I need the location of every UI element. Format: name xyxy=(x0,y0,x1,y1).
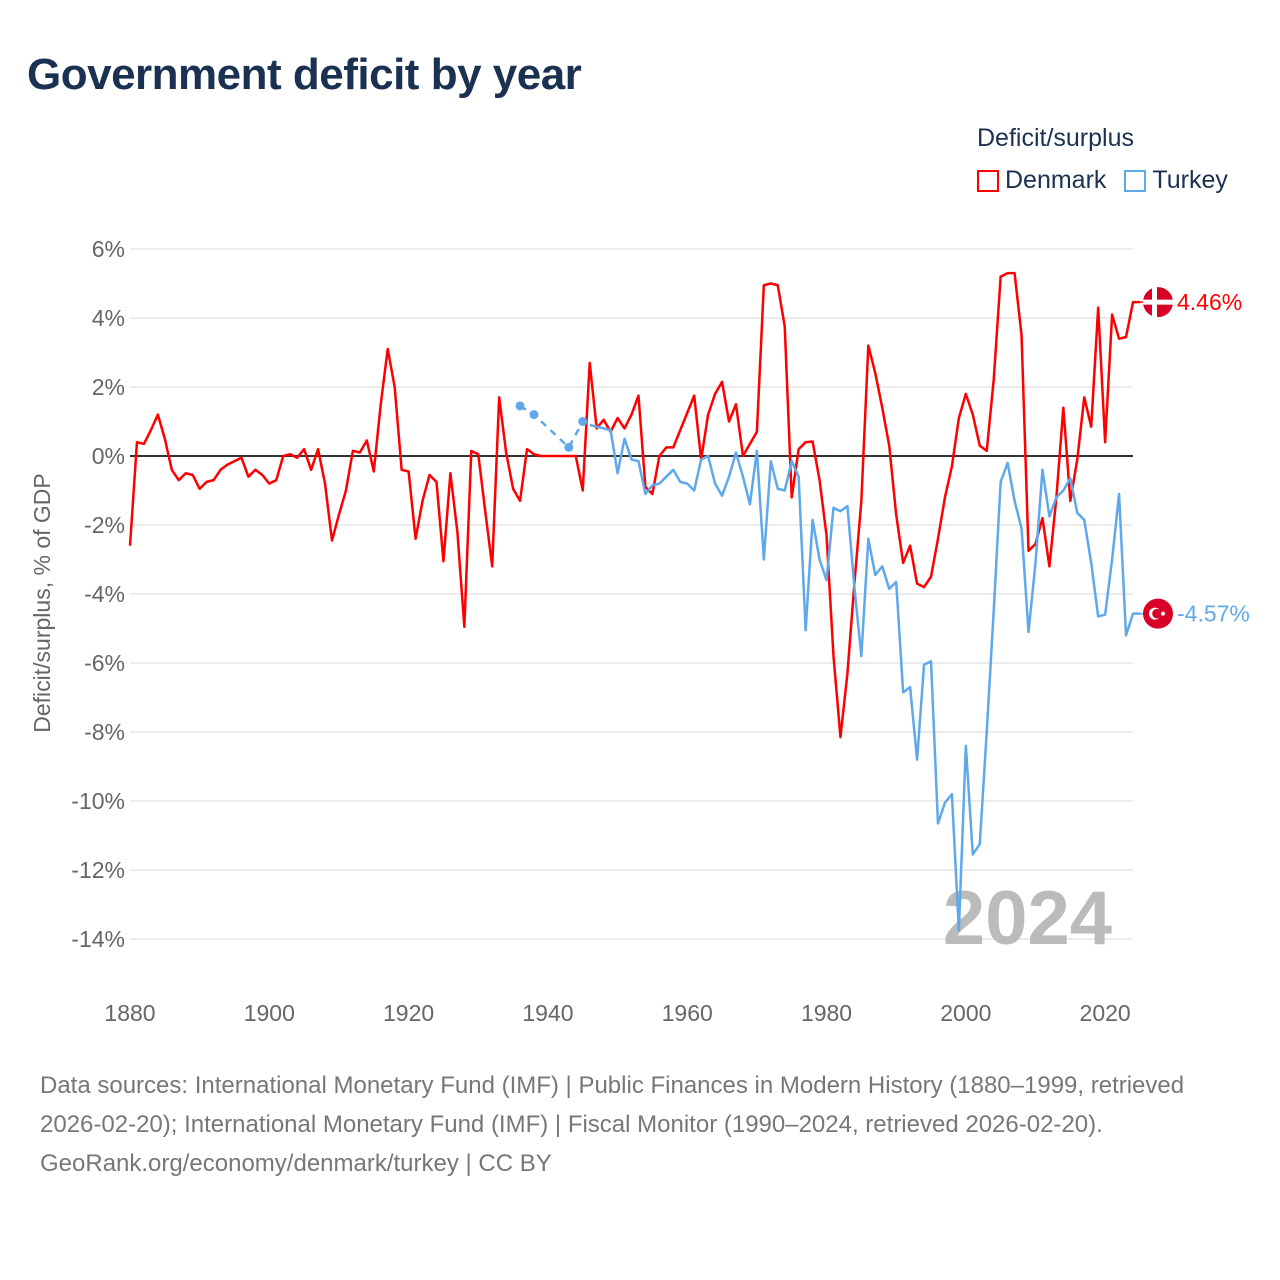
y-tick-label: 4% xyxy=(92,305,125,331)
x-tick-label: 2000 xyxy=(940,1000,991,1026)
footer: Data sources: International Monetary Fun… xyxy=(40,1066,1240,1183)
y-tick-label: -8% xyxy=(84,719,125,745)
y-tick-label: -2% xyxy=(84,512,125,538)
y-tick-label: -6% xyxy=(84,650,125,676)
y-tick-label: 2% xyxy=(92,374,125,400)
y-tick-label: -10% xyxy=(71,788,125,814)
legend: Denmark Turkey xyxy=(977,166,1228,195)
data-sources: Data sources: International Monetary Fun… xyxy=(40,1072,1185,1138)
legend-swatch-denmark xyxy=(977,169,999,192)
flag-star-icon xyxy=(1161,611,1165,616)
plot-area: 6% 4% 2% 0% -2% -4% -6% -8% -10% -12% -14% 1880 1900… xyxy=(29,236,1250,1026)
data-point-turkey xyxy=(564,442,574,452)
y-tick-label: -12% xyxy=(71,857,125,883)
legend-label-turkey: Turkey xyxy=(1152,166,1228,194)
x-tick-label: 1900 xyxy=(244,1000,295,1026)
series-line-denmark xyxy=(128,271,1140,739)
end-value-label-turkey: -4.57% xyxy=(1177,601,1250,627)
data-point-turkey xyxy=(578,417,588,426)
flag-crescent-icon xyxy=(1152,608,1162,619)
data-point-turkey xyxy=(529,410,539,420)
x-tick-label: 2020 xyxy=(1080,1000,1131,1026)
legend-item-turkey[interactable]: Turkey xyxy=(1124,166,1228,195)
x-tick-label: 1980 xyxy=(801,1000,852,1026)
data-point-turkey xyxy=(515,401,525,411)
y-tick-label: 0% xyxy=(92,443,125,469)
chart-title: Government deficit by year xyxy=(27,50,582,99)
y-tick-label: -4% xyxy=(84,581,125,607)
x-tick-label: 1880 xyxy=(104,1000,155,1026)
y-tick-label: -14% xyxy=(71,926,125,952)
x-tick-label: 1920 xyxy=(383,1000,434,1026)
end-value-label-denmark: 4.46% xyxy=(1177,289,1242,315)
y-axis-label: Deficit/surplus, % of GDP xyxy=(29,473,55,732)
flag-cross-icon xyxy=(1143,299,1173,305)
legend-title: Deficit/surplus xyxy=(977,124,1134,152)
legend-swatch-turkey xyxy=(1124,169,1147,192)
y-tick-label: 6% xyxy=(92,236,125,262)
legend-label-denmark: Denmark xyxy=(1005,166,1107,194)
x-tick-label: 1960 xyxy=(662,1000,713,1026)
series-line-turkey xyxy=(589,423,1140,932)
x-tick-label: 1940 xyxy=(522,1000,573,1026)
credit-link[interactable]: GeoRank.org/economy/denmark/turkey | CC … xyxy=(40,1150,552,1177)
legend-item-denmark[interactable]: Denmark xyxy=(977,166,1106,195)
year-watermark: 2024 xyxy=(943,876,1112,961)
